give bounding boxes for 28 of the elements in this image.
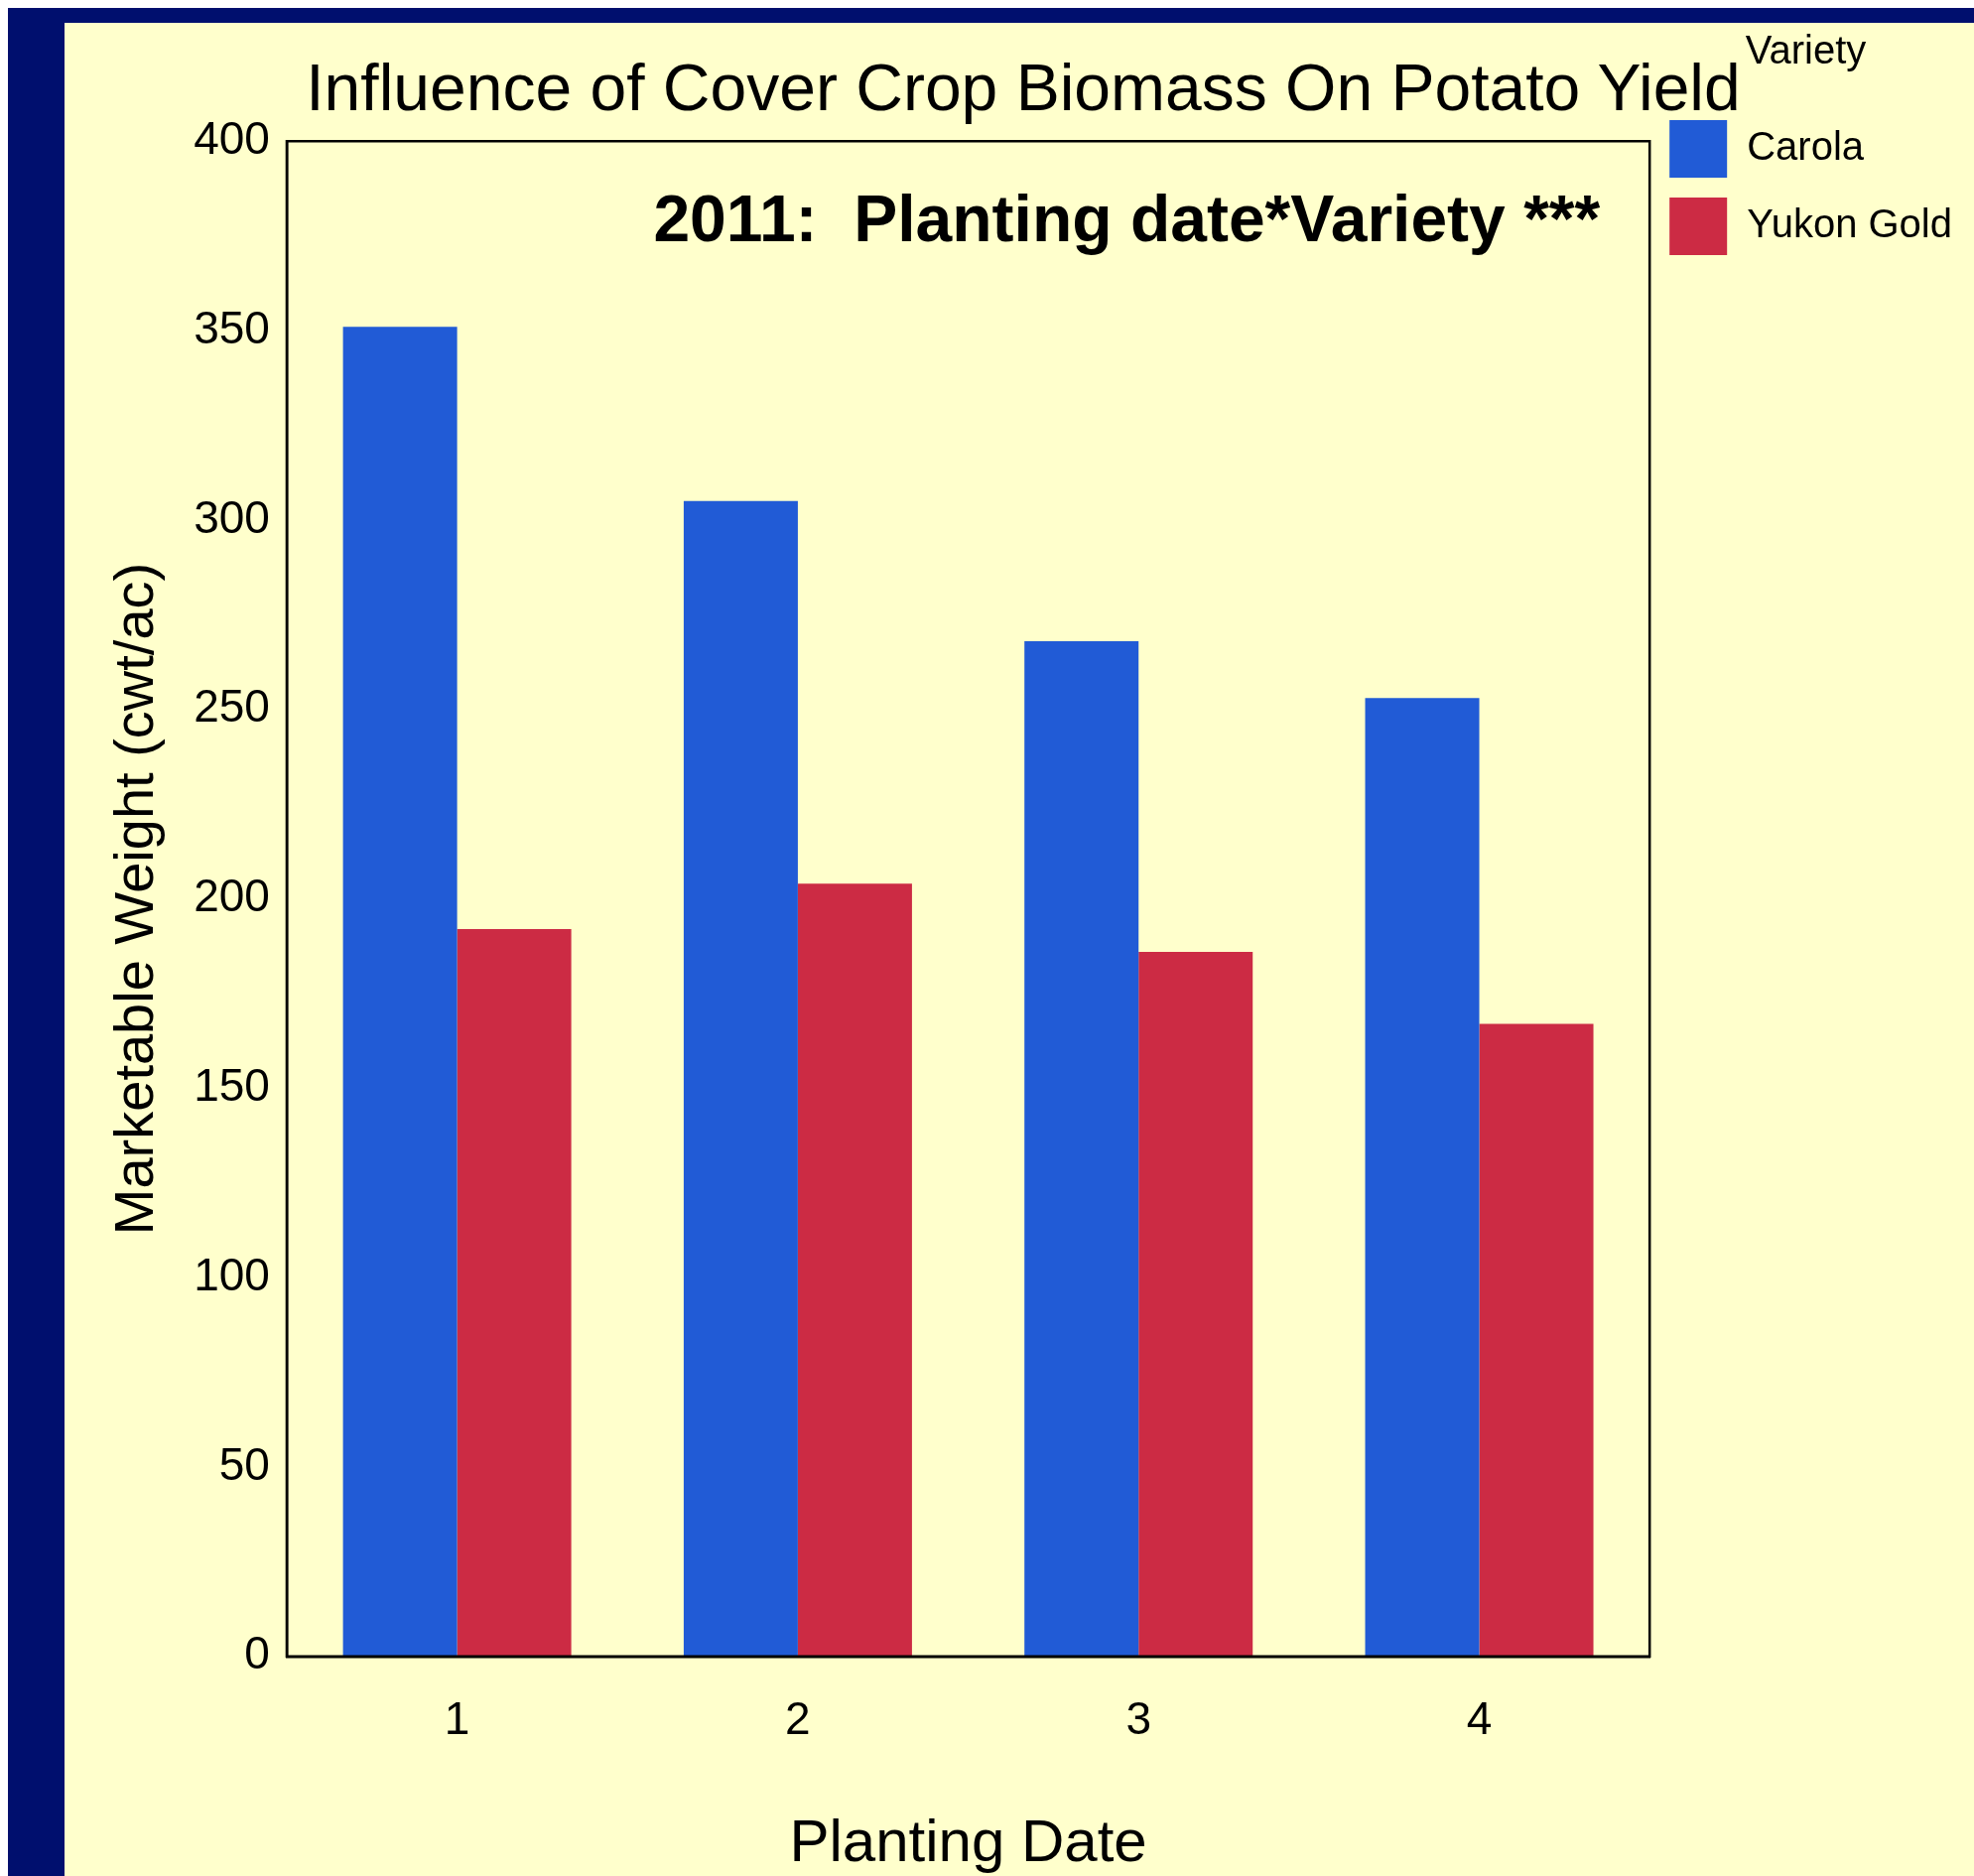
bar xyxy=(457,929,572,1657)
y-tick-label: 400 xyxy=(194,111,270,164)
x-axis-title: Planting Date xyxy=(789,1807,1147,1874)
y-tick-label: 350 xyxy=(194,301,270,353)
legend-label: Carola xyxy=(1747,124,1865,169)
y-tick-label: 200 xyxy=(194,870,270,922)
y-tick-label: 50 xyxy=(218,1437,270,1490)
y-axis-title: Marketable Weight (cwt/ac) xyxy=(102,562,166,1236)
y-tick-label: 300 xyxy=(194,490,270,543)
annotation: 2011: Planting date*Variety *** xyxy=(653,182,1601,256)
legend-label: Yukon Gold xyxy=(1747,201,1953,246)
y-tick-label: 0 xyxy=(244,1627,270,1679)
chart-title: Influence of Cover Crop Biomass On Potato Yield xyxy=(306,50,1741,124)
bar xyxy=(683,500,798,1657)
x-tick-label: 4 xyxy=(1466,1692,1493,1745)
bar xyxy=(1365,698,1480,1657)
bar xyxy=(1024,640,1139,1657)
y-tick-label: 100 xyxy=(194,1248,270,1300)
x-tick-label: 1 xyxy=(444,1692,470,1745)
bar xyxy=(1138,951,1253,1657)
y-tick-label: 250 xyxy=(194,680,270,733)
legend-title: Variety xyxy=(1745,28,1867,72)
bar xyxy=(1479,1023,1594,1657)
bar xyxy=(342,327,458,1657)
y-tick-label: 150 xyxy=(194,1059,270,1112)
x-tick-label: 3 xyxy=(1125,1692,1152,1745)
x-tick-label: 2 xyxy=(785,1692,811,1745)
bar xyxy=(797,883,912,1657)
